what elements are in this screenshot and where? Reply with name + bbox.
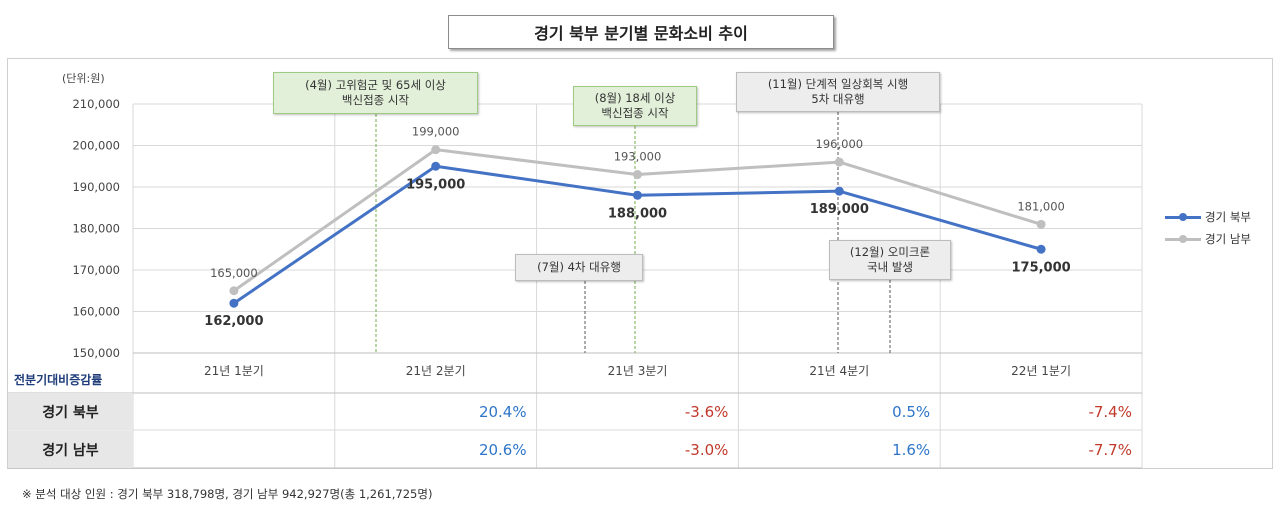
data-point-south	[834, 157, 844, 167]
table-cell: -3.0%	[684, 440, 729, 459]
y-tick-label: 160,000	[72, 305, 120, 319]
table-cell: 20.4%	[478, 402, 527, 421]
x-tick-label: 21년 2분기	[406, 364, 466, 378]
y-tick-label: 190,000	[72, 180, 120, 194]
legend-item-south: 경기 남부	[1165, 231, 1251, 247]
annotation-line: 국내 발생	[867, 260, 913, 274]
data-label-south: 196,000	[816, 137, 864, 151]
table-cell	[133, 431, 335, 468]
table-cell: 20.6%	[478, 440, 527, 459]
data-point-south	[431, 145, 441, 155]
footnote: ※ 분석 대상 인원 : 경기 북부 318,798명, 경기 남부 942,9…	[22, 487, 433, 501]
annotation-line: (12월) 오미크론	[849, 245, 931, 259]
data-label-north: 189,000	[810, 202, 869, 217]
annotation-line: 백신접종 시작	[341, 93, 410, 107]
data-label-south: 193,000	[614, 150, 662, 164]
y-tick-label: 170,000	[72, 263, 120, 277]
annotation-line: 백신접종 시작	[601, 106, 669, 120]
annotation-line: 5차 대유행	[811, 92, 865, 106]
row-label-south: 경기 남부	[8, 431, 133, 468]
annotation-line: (11월) 단계적 일상회복 시행	[767, 77, 909, 91]
table-cell: -3.6%	[684, 402, 729, 421]
annotation-line: (7월) 4차 대유행	[537, 260, 621, 274]
legend-swatch-south	[1165, 234, 1201, 244]
annotation-april-vaccination: (4월) 고위험군 및 65세 이상 백신접종 시작	[273, 72, 478, 114]
y-tick-label: 210,000	[72, 97, 120, 111]
data-label-north: 195,000	[406, 177, 465, 192]
legend-label-north: 경기 북부	[1205, 210, 1251, 224]
data-label-north: 188,000	[608, 206, 667, 221]
x-tick-label: 22년 1분기	[1011, 364, 1071, 378]
x-tick-label: 21년 4분기	[809, 364, 869, 378]
data-point-north	[834, 186, 844, 196]
data-point-south	[1036, 219, 1046, 229]
annotation-line: (4월) 고위험군 및 65세 이상	[305, 78, 446, 92]
x-tick-label: 21년 3분기	[608, 364, 668, 378]
table-cell: 1.6%	[892, 440, 931, 459]
data-label-south: 199,000	[412, 125, 460, 139]
annotation-august-vaccination: (8월) 18세 이상 백신접종 시작	[573, 86, 697, 126]
y-tick-label: 200,000	[72, 139, 120, 153]
legend-label-south: 경기 남부	[1205, 232, 1251, 246]
annotation-july-wave: (7월) 4차 대유행	[515, 254, 643, 281]
data-point-north	[431, 161, 441, 171]
legend-swatch-north	[1165, 212, 1201, 222]
data-label-south: 165,000	[210, 266, 258, 280]
annotation-line: (8월) 18세 이상	[594, 91, 676, 105]
unit-label: (단위:원)	[62, 72, 105, 85]
annotation-november-recovery: (11월) 단계적 일상회복 시행 5차 대유행	[736, 72, 940, 112]
x-tick-label: 21년 1분기	[204, 364, 264, 378]
data-label-north: 162,000	[204, 314, 263, 329]
y-tick-label: 150,000	[72, 346, 120, 360]
table-cell: -7.7%	[1088, 440, 1132, 459]
y-tick-label: 180,000	[72, 222, 120, 236]
data-point-south	[229, 286, 239, 296]
table-cell: -7.4%	[1088, 402, 1132, 421]
legend-item-north: 경기 북부	[1165, 209, 1251, 225]
chart-title: 경기 북부 분기별 문화소비 추이	[448, 15, 834, 49]
annotation-december-omicron: (12월) 오미크론 국내 발생	[829, 240, 951, 280]
table-cell: 0.5%	[892, 402, 931, 421]
data-label-south: 181,000	[1017, 199, 1065, 213]
table-cell	[133, 393, 335, 430]
row-label-north: 경기 북부	[8, 393, 133, 430]
data-point-north	[1036, 244, 1046, 254]
data-point-south	[633, 170, 642, 180]
change-rate-header: 전분기대비증감률	[14, 373, 103, 387]
data-label-north: 175,000	[1011, 260, 1070, 275]
data-point-north	[633, 190, 642, 200]
data-point-north	[229, 298, 239, 308]
